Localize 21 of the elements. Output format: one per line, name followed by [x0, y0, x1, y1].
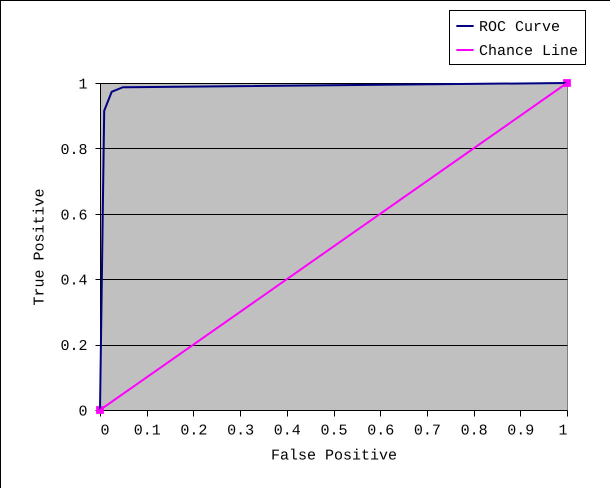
x-tick-label: 0.6 — [367, 422, 394, 440]
x-tick-label: 0.7 — [414, 422, 441, 440]
x-tick-label: 0 — [100, 422, 110, 440]
y-tick-label: 0.8 — [60, 142, 88, 159]
y-tick-label: 0.6 — [60, 207, 88, 224]
x-tick-label: 0.9 — [507, 422, 534, 440]
x-tick-label: 1 — [558, 422, 568, 440]
x-tick-label: 0.3 — [227, 422, 254, 440]
x-tick-label: 0.5 — [320, 422, 348, 440]
x-tick-label: 0.1 — [134, 422, 161, 440]
legend-label: Chance Line — [479, 43, 578, 60]
x-tick-label: 0.4 — [274, 422, 301, 440]
x-axis-title: False Positive — [270, 448, 398, 464]
x-tick-label: 0.2 — [180, 422, 208, 440]
y-tick-label: 1 — [78, 76, 88, 94]
legend-label: ROC Curve — [479, 19, 560, 36]
y-tick-label: 0 — [78, 404, 88, 420]
y-tick-label: 0.4 — [60, 272, 88, 290]
x-tick-label: 0.8 — [460, 422, 488, 440]
y-axis-title: True Positive — [31, 188, 48, 306]
y-tick-label: 0.2 — [60, 338, 88, 356]
